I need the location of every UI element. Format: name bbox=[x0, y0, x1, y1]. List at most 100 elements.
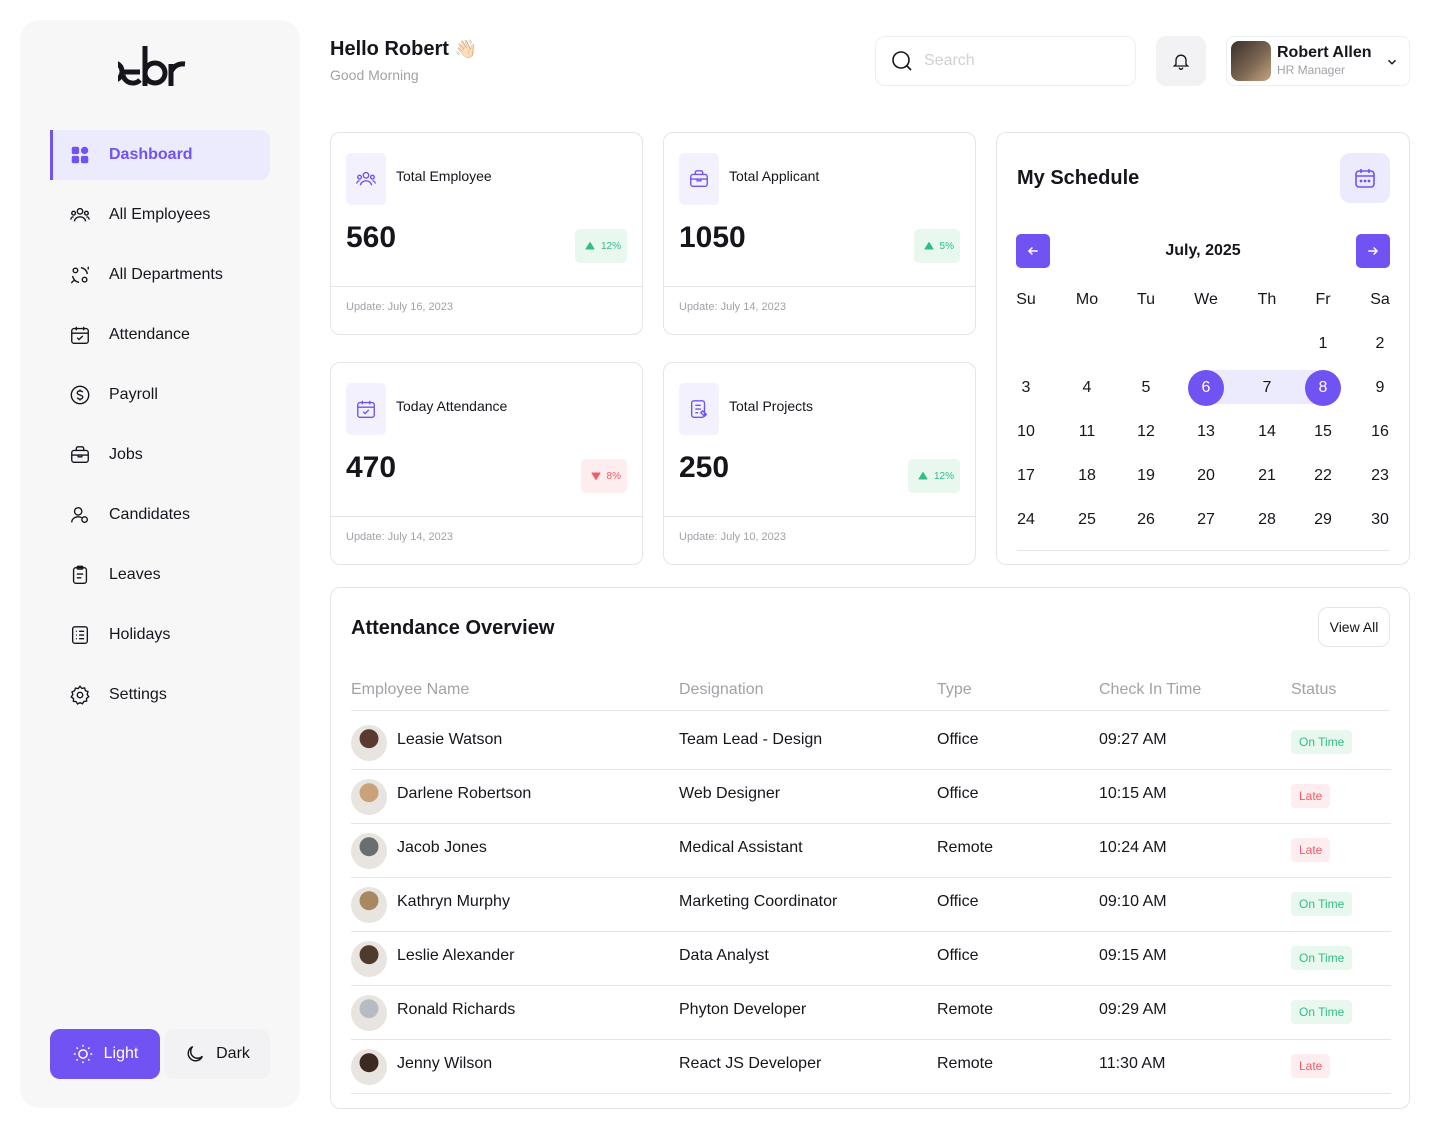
search-input[interactable] bbox=[924, 52, 1114, 70]
calendar-icon bbox=[1355, 169, 1375, 188]
sidebar-item-holidays[interactable]: Holidays bbox=[50, 610, 270, 660]
calendar-day[interactable]: 30 bbox=[1371, 511, 1389, 528]
calendar-check-icon bbox=[68, 323, 92, 347]
next-month-button[interactable] bbox=[1356, 234, 1390, 268]
table-row[interactable]: Ronald Richards Phyton Developer Remote … bbox=[351, 986, 1391, 1040]
check-in-time: 09:10 AM bbox=[1099, 893, 1167, 910]
document-icon bbox=[679, 383, 719, 435]
table-row[interactable]: Leasie Watson Team Lead - Design Office … bbox=[351, 716, 1391, 770]
weekday-label: Sa bbox=[1370, 291, 1390, 308]
avatar bbox=[351, 833, 387, 869]
greeting-title: Hello Robert 👋🏻 bbox=[330, 38, 477, 61]
calendar-day[interactable]: 19 bbox=[1137, 467, 1155, 484]
calendar-day[interactable]: 16 bbox=[1371, 423, 1389, 440]
sidebar-item-dashboard[interactable]: Dashboard bbox=[50, 130, 270, 180]
stat-label: Total Projects bbox=[729, 398, 814, 414]
column-header: Status bbox=[1291, 681, 1337, 698]
calendar-day[interactable]: 21 bbox=[1258, 467, 1276, 484]
calendar-day[interactable]: 7 bbox=[1262, 379, 1272, 396]
calendar-day[interactable]: 25 bbox=[1078, 511, 1096, 528]
work-type: Remote bbox=[937, 839, 994, 856]
trend-badge: 12% bbox=[907, 459, 960, 493]
sidebar-item-attendance[interactable]: Attendance bbox=[50, 310, 270, 360]
dark-theme-button[interactable]: Dark bbox=[164, 1029, 270, 1079]
search-box[interactable] bbox=[875, 36, 1136, 86]
calendar-day[interactable]: 15 bbox=[1314, 423, 1332, 440]
column-header: Designation bbox=[679, 681, 764, 698]
schedule-card: My Schedule July, 2025 Su Mo Tu We Th Fr Sa 1 2 3… bbox=[996, 132, 1410, 565]
calendar-day[interactable]: 8 bbox=[1305, 370, 1341, 406]
users-icon bbox=[68, 203, 92, 227]
table-row[interactable]: Darlene Robertson Web Designer Office 10… bbox=[351, 770, 1391, 824]
calendar-day[interactable]: 11 bbox=[1078, 423, 1096, 440]
trend-up-icon bbox=[585, 242, 595, 250]
calendar-day[interactable]: 24 bbox=[1017, 511, 1035, 528]
calendar-day[interactable]: 17 bbox=[1017, 467, 1035, 484]
gear-icon bbox=[68, 683, 92, 707]
sidebar-item-all-employees[interactable]: All Employees bbox=[50, 190, 270, 240]
calendar-day[interactable]: 28 bbox=[1258, 511, 1276, 528]
table-row[interactable]: Kathryn Murphy Marketing Coordinator Off… bbox=[351, 878, 1391, 932]
weekday-label: Fr bbox=[1315, 291, 1331, 308]
calendar-day[interactable]: 13 bbox=[1197, 423, 1215, 440]
sidebar-item-leaves[interactable]: Leaves bbox=[50, 550, 270, 600]
app-logo bbox=[118, 46, 186, 86]
stat-value: 560 bbox=[346, 221, 397, 254]
bell-icon bbox=[1172, 54, 1190, 70]
sidebar-item-label: Holidays bbox=[109, 626, 171, 643]
calendar-day[interactable]: 1 bbox=[1318, 335, 1328, 352]
calendar-button[interactable] bbox=[1340, 153, 1390, 203]
calendar-day[interactable]: 18 bbox=[1078, 467, 1096, 484]
sidebar-item-label: Settings bbox=[109, 686, 167, 703]
calendar-day[interactable]: 12 bbox=[1137, 423, 1155, 440]
stat-value: 1050 bbox=[679, 221, 746, 254]
table-row[interactable]: Jenny Wilson React JS Developer Remote 1… bbox=[351, 1040, 1391, 1094]
arrow-right-icon bbox=[1368, 246, 1379, 256]
light-theme-label: Light bbox=[103, 1045, 139, 1062]
calendar-day[interactable]: 20 bbox=[1197, 467, 1215, 484]
notifications-button[interactable] bbox=[1156, 36, 1206, 86]
sidebar: Dashboard All Employees All Departments … bbox=[20, 20, 300, 1108]
employee-name: Jacob Jones bbox=[397, 839, 487, 856]
table-row[interactable]: Leslie Alexander Data Analyst Office 09:… bbox=[351, 932, 1391, 986]
attendance-overview: Attendance Overview View All Employee Na… bbox=[330, 587, 1410, 1109]
calendar-day[interactable]: 29 bbox=[1314, 511, 1332, 528]
calendar-day[interactable]: 6 bbox=[1188, 370, 1224, 406]
check-in-time: 09:27 AM bbox=[1099, 731, 1167, 748]
sidebar-item-jobs[interactable]: Jobs bbox=[50, 430, 270, 480]
calendar-day[interactable]: 27 bbox=[1197, 511, 1215, 528]
calendar-day[interactable]: 3 bbox=[1021, 379, 1031, 396]
briefcase-icon bbox=[679, 153, 719, 205]
avatar bbox=[351, 725, 387, 761]
sidebar-item-payroll[interactable]: Payroll bbox=[50, 370, 270, 420]
previous-month-button[interactable] bbox=[1016, 234, 1050, 268]
check-in-time: 10:24 AM bbox=[1099, 839, 1167, 856]
profile-name: Robert Allen bbox=[1277, 44, 1372, 61]
calendar-day[interactable]: 14 bbox=[1258, 423, 1276, 440]
employee-name: Leasie Watson bbox=[397, 731, 503, 748]
check-in-time: 09:15 AM bbox=[1099, 947, 1167, 964]
calendar-day[interactable]: 10 bbox=[1017, 423, 1035, 440]
sidebar-item-label: Jobs bbox=[109, 446, 143, 463]
light-theme-button[interactable]: Light bbox=[50, 1029, 160, 1079]
chevron-down-icon bbox=[1387, 59, 1397, 65]
calendar-day[interactable]: 26 bbox=[1137, 511, 1155, 528]
table-row[interactable]: Jacob Jones Medical Assistant Remote 10:… bbox=[351, 824, 1391, 878]
sidebar-item-all-departments[interactable]: All Departments bbox=[50, 250, 270, 300]
status-badge: On Time bbox=[1291, 892, 1353, 916]
greeting: Hello Robert 👋🏻 Good Morning bbox=[330, 38, 477, 83]
calendar-day[interactable]: 9 bbox=[1375, 379, 1385, 396]
view-all-button[interactable]: View All bbox=[1318, 607, 1390, 647]
calendar-day[interactable]: 22 bbox=[1314, 467, 1332, 484]
work-type: Office bbox=[937, 731, 979, 748]
avatar bbox=[351, 1049, 387, 1085]
calendar-day[interactable]: 23 bbox=[1371, 467, 1389, 484]
calendar-day[interactable]: 5 bbox=[1141, 379, 1151, 396]
calendar-day[interactable]: 2 bbox=[1375, 335, 1385, 352]
profile-menu[interactable]: Robert Allen HR Manager bbox=[1226, 36, 1410, 86]
sidebar-item-candidates[interactable]: Candidates bbox=[50, 490, 270, 540]
trend-value: 12% bbox=[600, 240, 621, 252]
sidebar-item-settings[interactable]: Settings bbox=[50, 670, 270, 720]
divider bbox=[664, 516, 975, 517]
calendar-day[interactable]: 4 bbox=[1082, 379, 1092, 396]
